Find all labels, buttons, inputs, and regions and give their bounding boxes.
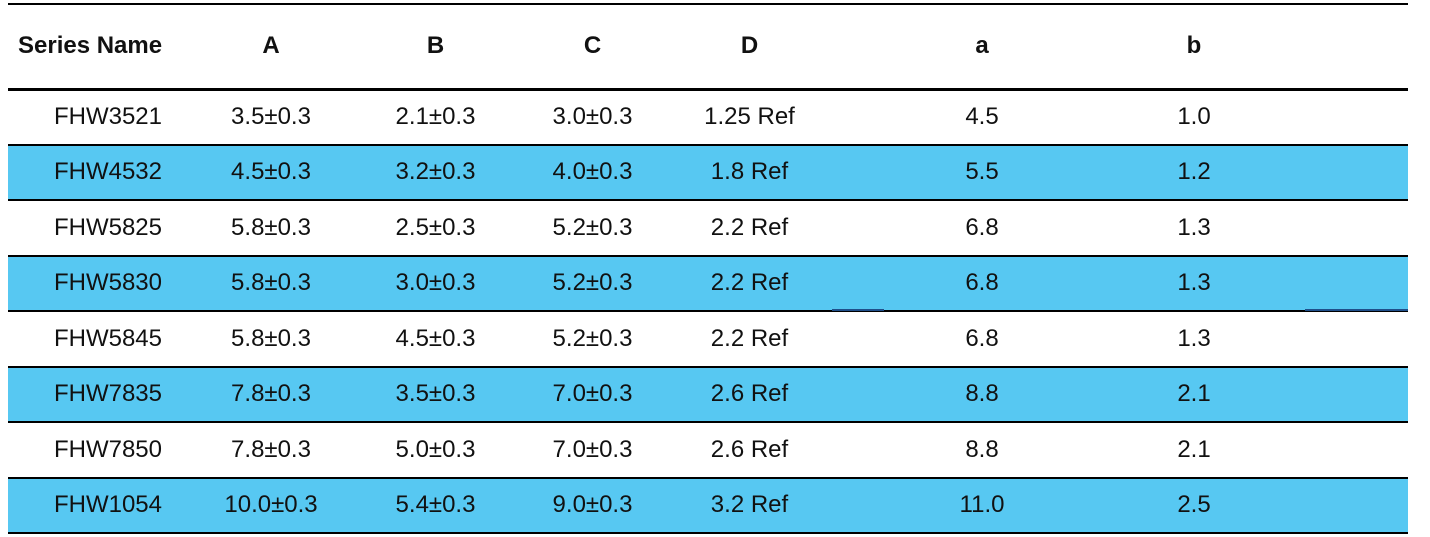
cell-spacer bbox=[1275, 311, 1408, 368]
header-b-upper: B bbox=[334, 3, 537, 91]
cell-c-upper: 5.2±0.3 bbox=[537, 255, 648, 312]
cell-spacer bbox=[1275, 89, 1408, 146]
table-header-row: Series Name A B C D a b bbox=[8, 3, 1408, 91]
cell-b-upper: 3.5±0.3 bbox=[334, 366, 537, 423]
cell-b-upper: 5.4±0.3 bbox=[334, 477, 537, 534]
cell-d-upper: 2.2 Ref bbox=[648, 255, 851, 312]
header-d-upper: D bbox=[648, 3, 851, 91]
cell-a-upper: 5.8±0.3 bbox=[208, 255, 334, 312]
dimension-table: Series Name A B C D a b FHW3521 3.5±0.3 … bbox=[8, 3, 1408, 534]
cell-b-upper: 3.0±0.3 bbox=[334, 255, 537, 312]
cell-c-upper: 9.0±0.3 bbox=[537, 477, 648, 534]
cell-a-upper: 4.5±0.3 bbox=[208, 144, 334, 201]
header-spacer bbox=[1275, 3, 1408, 91]
cell-d-upper: 2.2 Ref bbox=[648, 311, 851, 368]
table-row: FHW5845 5.8±0.3 4.5±0.3 5.2±0.3 2.2 Ref … bbox=[8, 311, 1408, 368]
cell-c-upper: 7.0±0.3 bbox=[537, 422, 648, 479]
cell-d-upper: 1.8 Ref bbox=[648, 144, 851, 201]
cell-d-upper: 1.25 Ref bbox=[648, 89, 851, 146]
cell-a-upper: 5.8±0.3 bbox=[208, 200, 334, 257]
cell-series-name: FHW5830 bbox=[8, 255, 208, 312]
stray-rule-mark bbox=[1305, 309, 1408, 311]
header-a-lower: a bbox=[851, 3, 1113, 91]
table-row: FHW4532 4.5±0.3 3.2±0.3 4.0±0.3 1.8 Ref … bbox=[8, 144, 1408, 201]
cell-series-name: FHW5825 bbox=[8, 200, 208, 257]
cell-a-upper: 3.5±0.3 bbox=[208, 89, 334, 146]
cell-a-upper: 7.8±0.3 bbox=[208, 366, 334, 423]
table-row: FHW5825 5.8±0.3 2.5±0.3 5.2±0.3 2.2 Ref … bbox=[8, 200, 1408, 257]
table-row: FHW5830 5.8±0.3 3.0±0.3 5.2±0.3 2.2 Ref … bbox=[8, 255, 1408, 312]
cell-a-upper: 5.8±0.3 bbox=[208, 311, 334, 368]
cell-series-name: FHW4532 bbox=[8, 144, 208, 201]
cell-a-lower: 8.8 bbox=[851, 366, 1113, 423]
cell-d-upper: 3.2 Ref bbox=[648, 477, 851, 534]
cell-a-upper: 7.8±0.3 bbox=[208, 422, 334, 479]
cell-a-lower: 6.8 bbox=[851, 255, 1113, 312]
cell-series-name: FHW7850 bbox=[8, 422, 208, 479]
cell-d-upper: 2.2 Ref bbox=[648, 200, 851, 257]
cell-a-lower: 6.8 bbox=[851, 200, 1113, 257]
cell-c-upper: 4.0±0.3 bbox=[537, 144, 648, 201]
cell-b-upper: 5.0±0.3 bbox=[334, 422, 537, 479]
cell-b-upper: 2.5±0.3 bbox=[334, 200, 537, 257]
cell-b-lower: 1.0 bbox=[1113, 89, 1275, 146]
cell-spacer bbox=[1275, 422, 1408, 479]
cell-a-lower: 11.0 bbox=[851, 477, 1113, 534]
cell-c-upper: 7.0±0.3 bbox=[537, 366, 648, 423]
cell-b-lower: 1.3 bbox=[1113, 311, 1275, 368]
cell-spacer bbox=[1275, 366, 1408, 423]
cell-b-lower: 2.5 bbox=[1113, 477, 1275, 534]
cell-c-upper: 5.2±0.3 bbox=[537, 311, 648, 368]
cell-a-lower: 8.8 bbox=[851, 422, 1113, 479]
cell-b-lower: 2.1 bbox=[1113, 366, 1275, 423]
cell-d-upper: 2.6 Ref bbox=[648, 422, 851, 479]
cell-b-lower: 1.3 bbox=[1113, 200, 1275, 257]
cell-series-name: FHW1054 bbox=[8, 477, 208, 534]
table-row: FHW1054 10.0±0.3 5.4±0.3 9.0±0.3 3.2 Ref… bbox=[8, 477, 1408, 534]
header-b-lower: b bbox=[1113, 3, 1275, 91]
cell-a-lower: 6.8 bbox=[851, 311, 1113, 368]
cell-b-lower: 2.1 bbox=[1113, 422, 1275, 479]
dimension-table-container: Series Name A B C D a b FHW3521 3.5±0.3 … bbox=[8, 3, 1408, 534]
cell-b-upper: 2.1±0.3 bbox=[334, 89, 537, 146]
stray-rule-mark bbox=[832, 309, 884, 311]
cell-spacer bbox=[1275, 144, 1408, 201]
header-series-name: Series Name bbox=[8, 3, 208, 91]
table-body: FHW3521 3.5±0.3 2.1±0.3 3.0±0.3 1.25 Ref… bbox=[8, 89, 1408, 534]
table-row: FHW7850 7.8±0.3 5.0±0.3 7.0±0.3 2.6 Ref … bbox=[8, 422, 1408, 479]
cell-a-lower: 4.5 bbox=[851, 89, 1113, 146]
cell-series-name: FHW7835 bbox=[8, 366, 208, 423]
table-row: FHW7835 7.8±0.3 3.5±0.3 7.0±0.3 2.6 Ref … bbox=[8, 366, 1408, 423]
cell-b-upper: 3.2±0.3 bbox=[334, 144, 537, 201]
cell-d-upper: 2.6 Ref bbox=[648, 366, 851, 423]
cell-b-lower: 1.3 bbox=[1113, 255, 1275, 312]
cell-spacer bbox=[1275, 200, 1408, 257]
cell-c-upper: 5.2±0.3 bbox=[537, 200, 648, 257]
header-a-upper: A bbox=[208, 3, 334, 91]
cell-b-lower: 1.2 bbox=[1113, 144, 1275, 201]
cell-series-name: FHW3521 bbox=[8, 89, 208, 146]
header-c-upper: C bbox=[537, 3, 648, 91]
cell-spacer bbox=[1275, 255, 1408, 312]
cell-spacer bbox=[1275, 477, 1408, 534]
cell-c-upper: 3.0±0.3 bbox=[537, 89, 648, 146]
cell-b-upper: 4.5±0.3 bbox=[334, 311, 537, 368]
cell-a-upper: 10.0±0.3 bbox=[208, 477, 334, 534]
table-row: FHW3521 3.5±0.3 2.1±0.3 3.0±0.3 1.25 Ref… bbox=[8, 89, 1408, 146]
cell-a-lower: 5.5 bbox=[851, 144, 1113, 201]
cell-series-name: FHW5845 bbox=[8, 311, 208, 368]
